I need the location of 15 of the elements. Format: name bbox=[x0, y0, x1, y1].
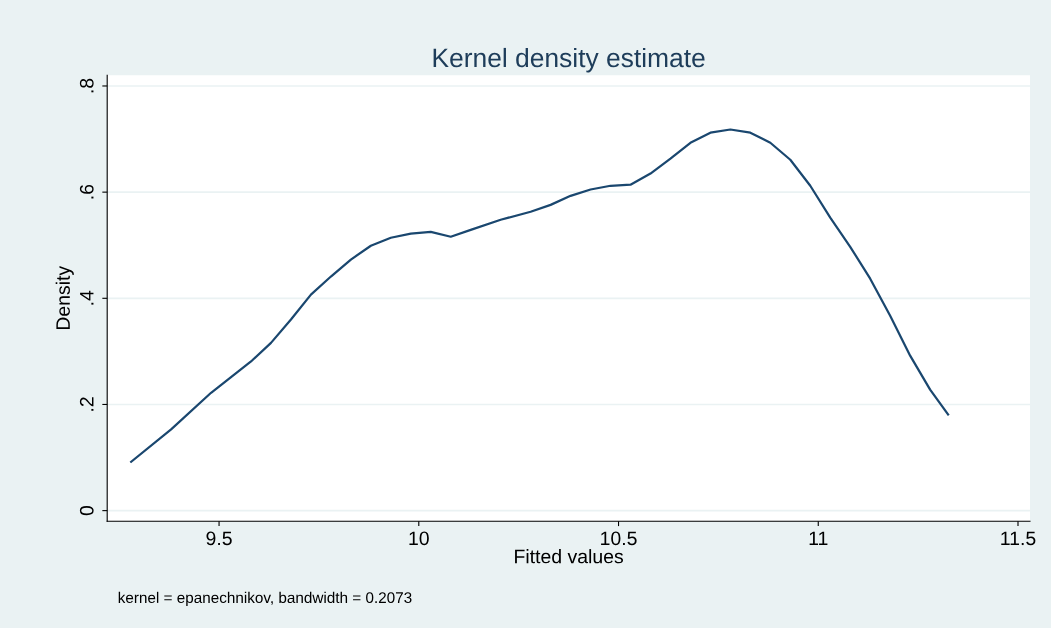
x-tick-label: 10.5 bbox=[601, 531, 637, 546]
text: kernel = epanechnikov, bandwidth = 0.2073 bbox=[118, 591, 412, 607]
chart-title: Kernel density estimate bbox=[433, 47, 705, 73]
y-tick-label: .6 bbox=[79, 184, 94, 199]
x-tick-label: 11.5 bbox=[1001, 531, 1036, 546]
line-series bbox=[130, 128, 950, 463]
y-tick-label: .2 bbox=[79, 397, 94, 411]
y-tick-label: .8 bbox=[79, 78, 94, 93]
x-tick-label: 10 bbox=[409, 531, 429, 546]
x-axis-title: Fitted values bbox=[515, 549, 624, 564]
y-tick-label: 0 bbox=[79, 505, 94, 516]
x-tick-label: 11 bbox=[809, 531, 828, 546]
y-axis-title: Density bbox=[55, 265, 74, 330]
y-tick-label: .4 bbox=[80, 290, 94, 305]
x-tick-label: 9.5 bbox=[206, 531, 232, 546]
